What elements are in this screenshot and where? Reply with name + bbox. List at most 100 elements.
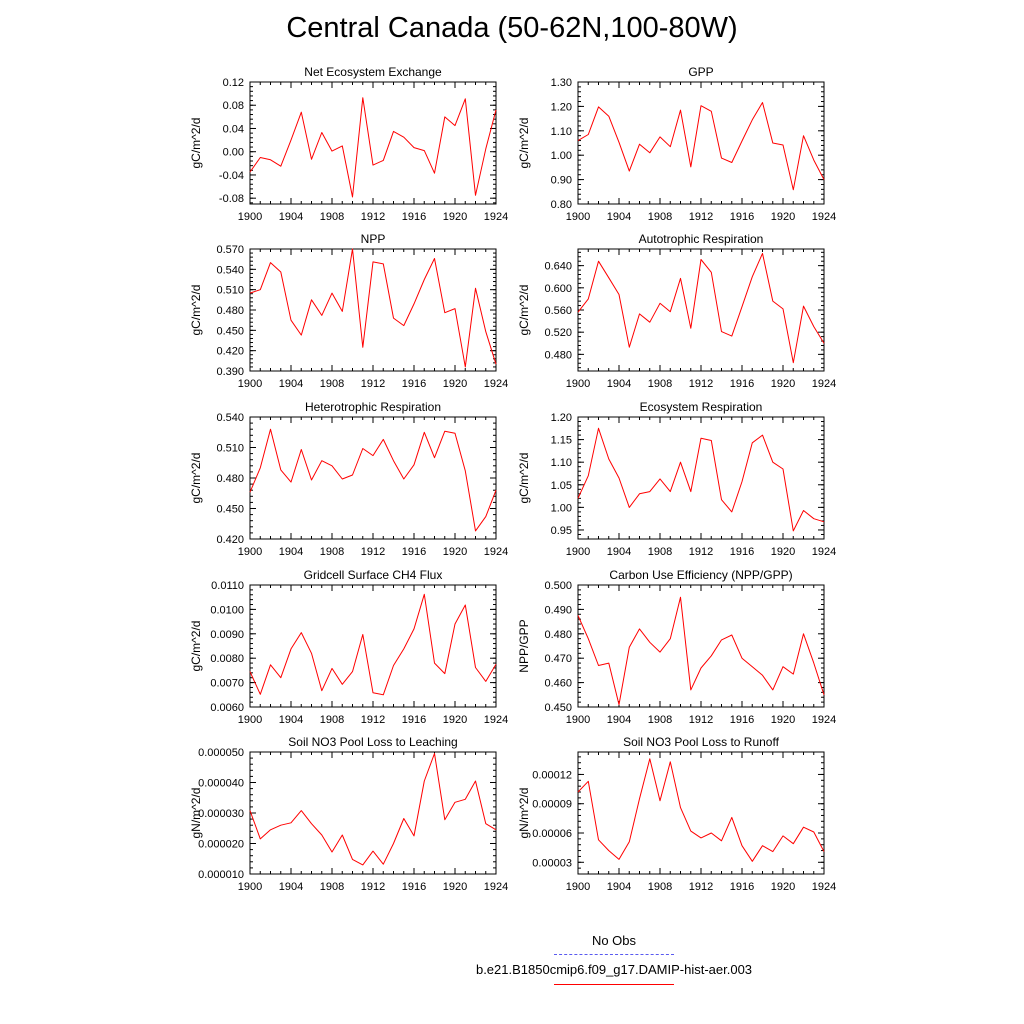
y-axis-label: gC/m^2/d: [517, 285, 531, 336]
y-tick-label: 0.480: [216, 305, 244, 317]
series-line: [577, 102, 825, 191]
chart-panel-0: Net Ecosystem Exchange gC/m^2/d 1900 1904 19…: [189, 65, 508, 223]
x-tick-label: 1904: [607, 714, 631, 726]
x-tick-label: 1912: [361, 546, 385, 558]
y-tick-label: 0.000020: [198, 839, 244, 851]
y-tick-label: 1.10: [551, 126, 572, 138]
x-tick-label: 1900: [566, 546, 590, 558]
y-tick-label: 0.490: [544, 604, 572, 616]
y-tick-label: 0.480: [544, 349, 572, 361]
series-line: [577, 596, 825, 706]
chart-title: Heterotrophic Respiration: [305, 400, 441, 414]
plot-frame: [249, 416, 497, 540]
x-tick-label: 1900: [566, 211, 590, 223]
y-tick-label: 0.640: [544, 261, 572, 273]
x-tick-label: 1924: [812, 211, 836, 223]
y-tick-label: 0.450: [216, 504, 244, 516]
x-tick-label: 1908: [648, 378, 672, 390]
x-tick-label: 1920: [771, 378, 795, 390]
y-tick-label: 0.480: [216, 473, 244, 485]
y-tick-label: 0.90: [551, 175, 572, 187]
x-tick-label: 1904: [607, 378, 631, 390]
x-tick-label: 1916: [402, 378, 426, 390]
y-tick-label: 0.500: [544, 580, 572, 592]
x-tick-label: 1912: [689, 714, 713, 726]
y-tick-label: 0.450: [216, 325, 244, 337]
y-tick-label: 0.95: [551, 525, 572, 537]
y-axis-label: gN/m^2/d: [189, 788, 203, 839]
x-tick-label: 1916: [402, 211, 426, 223]
x-tick-label: 1904: [279, 546, 303, 558]
plot-frame: [577, 416, 825, 540]
x-tick-label: 1916: [730, 378, 754, 390]
x-tick-label: 1924: [812, 546, 836, 558]
x-tick-label: 1924: [812, 714, 836, 726]
y-axis-label: gN/m^2/d: [517, 788, 531, 839]
x-tick-label: 1920: [443, 378, 467, 390]
y-tick-label: 0.570: [216, 244, 244, 256]
chart-panel-7: Carbon Use Efficiency (NPP/GPP) NPP/GPP 19…: [517, 568, 836, 726]
y-tick-label: 0.560: [544, 305, 572, 317]
series-line: [249, 593, 497, 696]
plot-frame: [249, 584, 497, 708]
y-tick-label: 0.00009: [532, 799, 572, 811]
x-tick-label: 1920: [771, 714, 795, 726]
x-tick-label: 1912: [361, 211, 385, 223]
x-tick-label: 1924: [484, 211, 508, 223]
y-tick-label: 0.0090: [210, 629, 244, 641]
x-tick-label: 1916: [730, 546, 754, 558]
x-tick-label: 1900: [238, 714, 262, 726]
x-tick-label: 1900: [566, 378, 590, 390]
x-tick-label: 1904: [607, 881, 631, 893]
x-tick-label: 1920: [443, 881, 467, 893]
x-tick-label: 1908: [648, 546, 672, 558]
y-tick-label: 0.0100: [210, 604, 244, 616]
x-tick-label: 1920: [771, 546, 795, 558]
series-line: [249, 248, 497, 368]
x-tick-label: 1904: [607, 546, 631, 558]
y-tick-label: 0.000030: [198, 808, 244, 820]
plot-frame: [577, 81, 825, 205]
x-tick-label: 1916: [730, 881, 754, 893]
y-tick-label: 0.470: [544, 653, 572, 665]
y-tick-label: 1.15: [551, 435, 572, 447]
x-tick-label: 1920: [443, 211, 467, 223]
y-tick-label: 0.00003: [532, 857, 572, 869]
chart-title: Soil NO3 Pool Loss to Leaching: [288, 735, 457, 749]
y-tick-label: 1.20: [551, 412, 572, 424]
x-tick-label: 1908: [320, 211, 344, 223]
series-line: [249, 97, 497, 198]
x-tick-label: 1920: [443, 714, 467, 726]
x-tick-label: 1920: [771, 211, 795, 223]
x-tick-label: 1908: [648, 881, 672, 893]
x-tick-label: 1908: [648, 714, 672, 726]
y-tick-label: 0.000010: [198, 869, 244, 881]
chart-panel-9: Soil NO3 Pool Loss to Runoff gN/m^2/d 1900…: [517, 735, 836, 893]
x-tick-label: 1900: [238, 546, 262, 558]
chart-panel-2: NPP gC/m^2/d 1900 1904 1908 1912 1916 1920 1924 0…: [189, 232, 508, 390]
x-tick-label: 1924: [484, 378, 508, 390]
series-line: [249, 753, 497, 866]
x-tick-label: 1900: [566, 714, 590, 726]
chart-title: Carbon Use Efficiency (NPP/GPP): [609, 568, 792, 582]
y-tick-label: 0.04: [223, 123, 244, 135]
chart-title: GPP: [688, 65, 713, 79]
y-tick-label: 0.0110: [211, 580, 244, 592]
x-tick-label: 1912: [361, 714, 385, 726]
legend-label-no-obs: No Obs: [591, 933, 637, 948]
plot-frame: [249, 248, 497, 372]
x-tick-label: 1924: [812, 378, 836, 390]
y-tick-label: 0.520: [544, 327, 572, 339]
x-tick-label: 1904: [279, 881, 303, 893]
x-tick-label: 1924: [484, 881, 508, 893]
y-tick-label: 0.510: [216, 443, 244, 455]
y-axis-label: gC/m^2/d: [517, 118, 531, 169]
y-tick-label: 0.420: [216, 346, 244, 358]
x-tick-label: 1904: [607, 211, 631, 223]
y-tick-label: 0.510: [216, 285, 244, 297]
series-line: [577, 758, 825, 862]
y-axis-label: gC/m^2/d: [189, 453, 203, 504]
series-line: [577, 252, 825, 364]
y-tick-label: 1.00: [551, 150, 572, 162]
y-tick-label: 0.0070: [210, 678, 244, 690]
